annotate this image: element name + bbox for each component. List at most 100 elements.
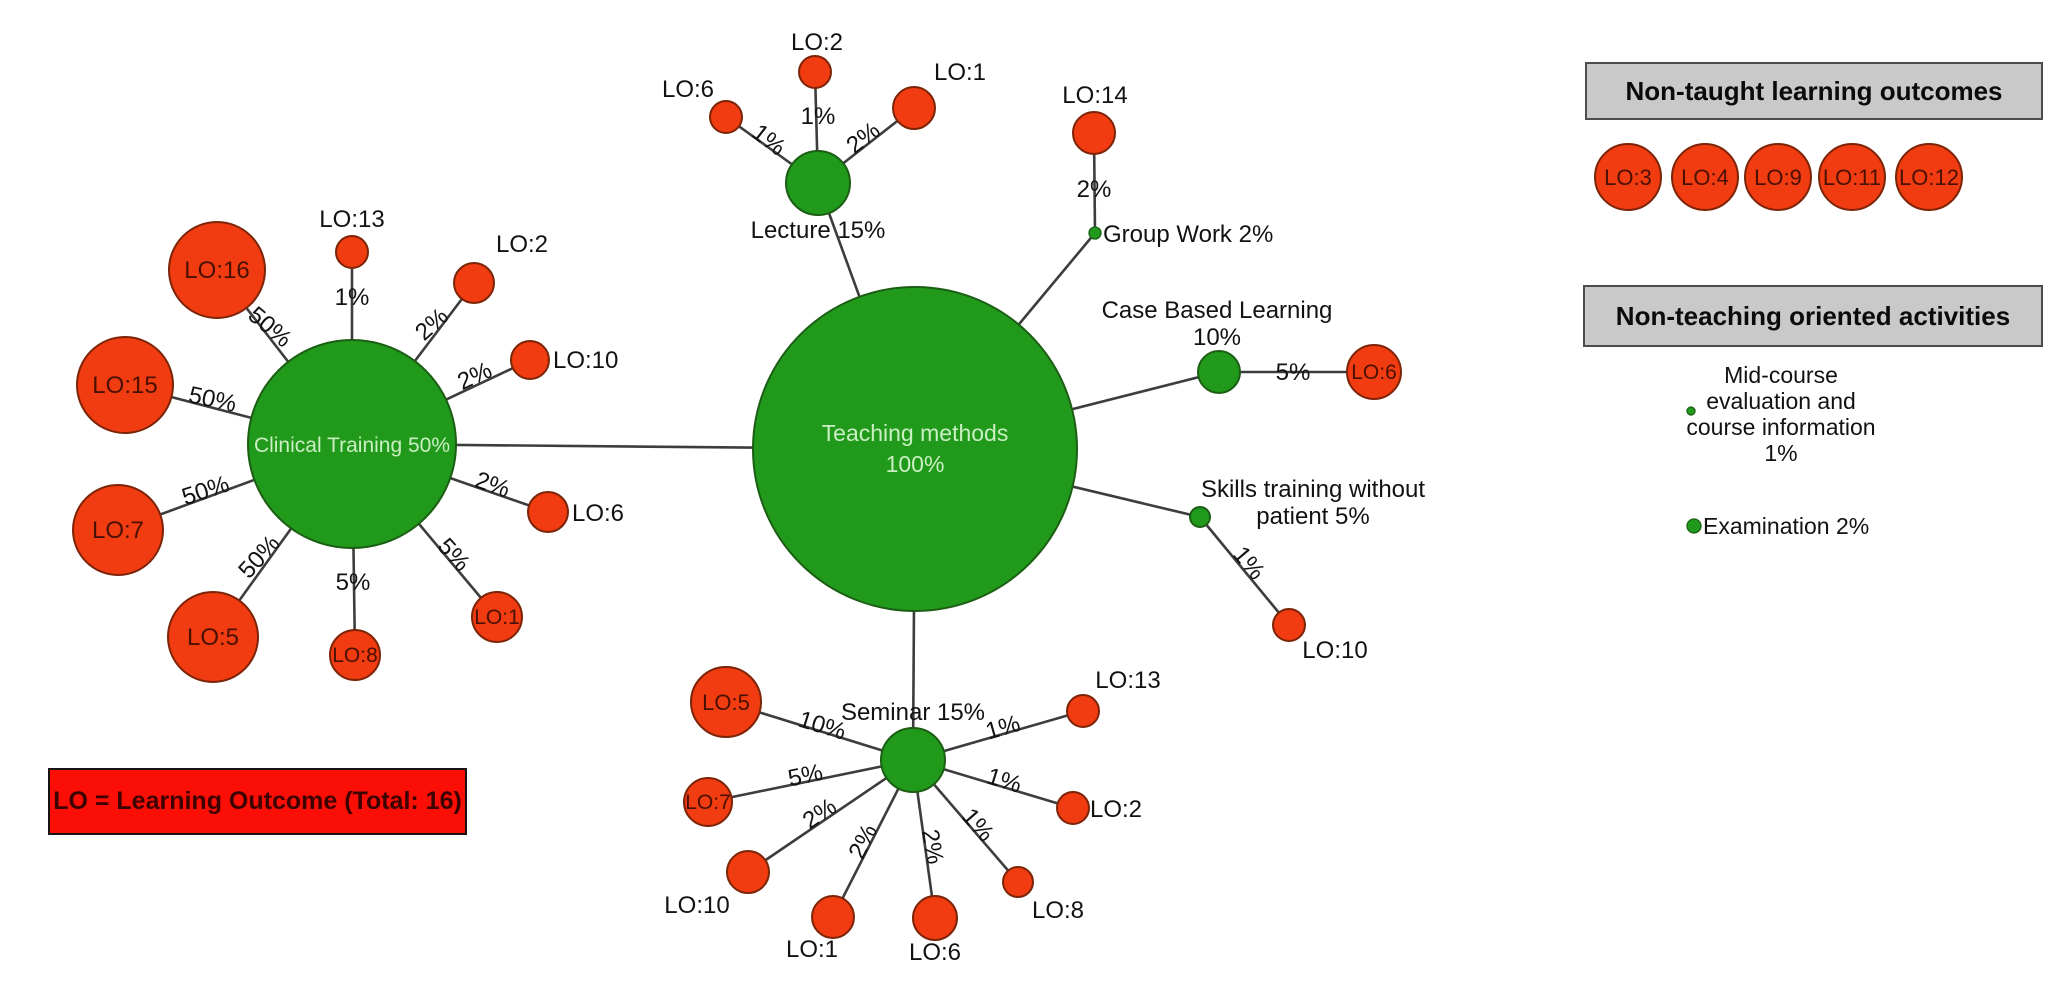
- outcome-label-clinical-training-lo8: LO:8: [332, 644, 378, 667]
- outcome-clinical-training-lo7: [72, 484, 164, 576]
- legend-learning-outcome-total: LO = Learning Outcome (Total: 16): [48, 768, 467, 835]
- skills-training-without-patient-label: Skills training without: [1201, 476, 1425, 503]
- edge-weight-clinical-training-lo13: 1%: [335, 284, 370, 311]
- outcome-clinical-training-lo5: [167, 591, 259, 683]
- outcome-label-clinical-training-lo13: LO:13: [319, 206, 384, 233]
- panel-header-non-taught-learning-outcomes: Non-taught learning outcomes: [1585, 62, 2043, 120]
- activity-label-0: Mid-course: [1724, 362, 1838, 388]
- outcome-lecture-lo2: [798, 55, 832, 89]
- outcome-label-seminar-lo7: LO:7: [685, 791, 731, 814]
- edge-weight-clinical-training-lo1: 5%: [432, 533, 475, 577]
- edge-weight-clinical-training-lo8: 5%: [336, 569, 371, 596]
- edge-weight-clinical-training-lo10: 2%: [453, 357, 496, 396]
- outcome-clinical-training-lo8: [329, 629, 381, 681]
- outcome-clinical-training-lo10: [510, 340, 550, 380]
- outcome-clinical-training-lo13: [335, 235, 369, 269]
- non-taught-outcome-label-2: LO:9: [1754, 165, 1802, 190]
- outcome-clinical-training-lo16: [168, 221, 266, 319]
- non-taught-outcome-label-1: LO:4: [1681, 165, 1729, 190]
- node-skills-training-without-patient: [1189, 506, 1211, 528]
- edge-weight-seminar-lo2: 1%: [984, 763, 1025, 799]
- outcome-label-skills-training-without-patient-lo10: LO:10: [1302, 637, 1367, 664]
- outcome-label-lecture-lo6: LO:6: [662, 76, 714, 103]
- activity-dot-0: [1686, 406, 1696, 416]
- edge-weight-seminar-lo8: 1%: [956, 803, 999, 847]
- non-taught-outcome-label-4: LO:12: [1899, 165, 1959, 190]
- case-based-learning-label: Case Based Learning: [1102, 297, 1333, 324]
- outcome-group-work-lo14: [1072, 111, 1116, 155]
- node-case-based-learning: [1197, 350, 1241, 394]
- outcome-case-based-learning-lo6: [1346, 344, 1402, 400]
- skills-training-without-patient-label: patient 5%: [1256, 503, 1369, 530]
- non-taught-outcome-label-3: LO:11: [1823, 165, 1881, 190]
- group-work-label: Group Work 2%: [1103, 221, 1273, 248]
- outcome-label-clinical-training-lo5: LO:5: [187, 624, 239, 651]
- non-taught-outcome-3: [1818, 143, 1886, 211]
- outcome-clinical-training-lo1: [471, 591, 523, 643]
- activity-label-0: 1%: [1764, 440, 1797, 466]
- outcome-label-seminar-lo5: LO:5: [702, 690, 750, 715]
- non-taught-outcome-4: [1895, 143, 1963, 211]
- outcome-label-seminar-lo8: LO:8: [1032, 897, 1084, 924]
- outcome-label-clinical-training-lo1: LO:1: [474, 606, 520, 629]
- edge-weight-seminar-lo10: 2%: [798, 793, 842, 835]
- outcome-seminar-lo13: [1066, 694, 1100, 728]
- activity-dot-1: [1686, 518, 1702, 534]
- non-taught-outcome-1: [1671, 143, 1739, 211]
- non-taught-outcome-0: [1594, 143, 1662, 211]
- node-teaching-methods: [752, 286, 1078, 612]
- edge-seminar-lo7: [707, 758, 914, 804]
- outcome-label-clinical-training-lo7: LO:7: [92, 517, 144, 544]
- outcome-label-clinical-training-lo2: LO:2: [496, 231, 548, 258]
- outcome-skills-training-without-patient-lo10: [1272, 608, 1306, 642]
- edge-weight-lecture-lo1: 2%: [841, 117, 885, 160]
- outcome-label-seminar-lo13: LO:13: [1095, 667, 1160, 694]
- edge-weight-case-based-learning-lo6: 5%: [1276, 359, 1311, 386]
- edge-weight-lecture-lo6: 1%: [747, 119, 791, 162]
- clinical-training-label: Clinical Training 50%: [254, 434, 450, 457]
- nodes-layer: [72, 55, 1963, 941]
- outcome-seminar-lo5: [690, 666, 762, 738]
- edge-weight-seminar-lo7: 5%: [786, 759, 826, 793]
- teaching-methods-label: 100%: [886, 451, 945, 477]
- outcome-label-seminar-lo1: LO:1: [786, 936, 838, 963]
- activity-label-0: course information: [1686, 414, 1875, 440]
- outcome-label-clinical-training-lo15: LO:15: [92, 372, 157, 399]
- edge-weight-skills-training-without-patient-lo10: 1%: [1227, 541, 1270, 585]
- edge-weight-lecture-lo2: 1%: [801, 103, 836, 130]
- teaching-methods-label: Teaching methods: [822, 420, 1009, 446]
- edge-weight-seminar-lo13: 1%: [983, 710, 1024, 746]
- outcome-clinical-training-lo15: [76, 336, 174, 434]
- edge-seminar-lo10: [747, 758, 914, 874]
- node-clinical-training: [247, 339, 457, 549]
- outcome-label-clinical-training-lo6: LO:6: [572, 500, 624, 527]
- outcome-clinical-training-lo6: [527, 491, 569, 533]
- edge-weight-seminar-lo1: 2%: [843, 820, 883, 863]
- edge-weight-clinical-training-lo7: 50%: [179, 471, 233, 512]
- edge-weight-clinical-training-lo2: 2%: [410, 303, 454, 346]
- non-taught-outcome-label-0: LO:3: [1604, 165, 1652, 190]
- outcome-label-lecture-lo1: LO:1: [934, 59, 986, 86]
- node-group-work: [1088, 226, 1102, 240]
- outcome-seminar-lo2: [1056, 791, 1090, 825]
- edge-weight-clinical-training-lo5: 50%: [233, 530, 285, 584]
- seminar-label: Seminar 15%: [841, 699, 985, 726]
- outcome-clinical-training-lo2: [453, 262, 495, 304]
- outcome-label-clinical-training-lo10: LO:10: [553, 347, 618, 374]
- outcome-seminar-lo1: [811, 895, 855, 939]
- activity-label-1: Examination 2%: [1703, 513, 1869, 539]
- outcome-seminar-lo7: [683, 777, 733, 827]
- outcome-label-case-based-learning-lo6: LO:6: [1351, 361, 1397, 384]
- case-based-learning-label: 10%: [1193, 324, 1241, 351]
- edge-weight-group-work-lo14: 2%: [1077, 176, 1112, 203]
- lecture-label: Lecture 15%: [751, 217, 886, 244]
- outcome-label-seminar-lo6: LO:6: [909, 939, 961, 966]
- edge-weight-clinical-training-lo15: 50%: [186, 381, 239, 417]
- outcome-label-group-work-lo14: LO:14: [1062, 82, 1127, 109]
- outcome-label-seminar-lo2: LO:2: [1090, 796, 1142, 823]
- outcome-lecture-lo1: [892, 86, 936, 130]
- panel-header-non-teaching-oriented-activities: Non-teaching oriented activities: [1583, 285, 2043, 347]
- node-lecture: [785, 150, 851, 216]
